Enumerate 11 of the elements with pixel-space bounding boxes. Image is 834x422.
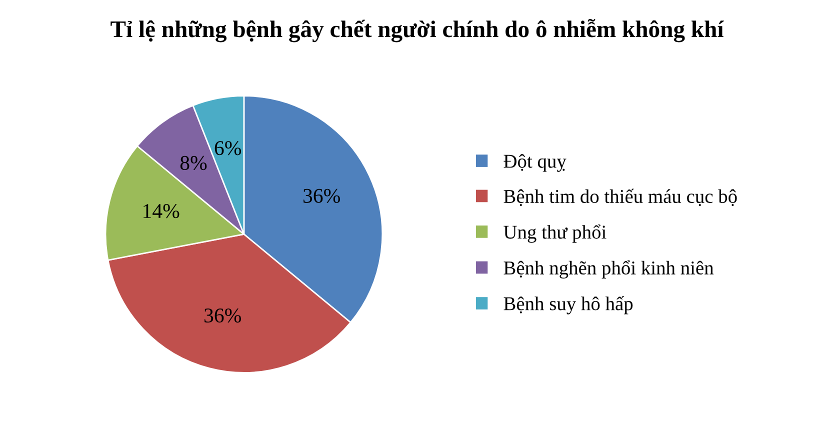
legend-label: Đột quỵ (504, 154, 566, 172)
legend-label: Bệnh tim do thiếu máu cục bộ (504, 188, 737, 206)
data-label: 14% (144, 204, 180, 218)
data-label: 8% (180, 156, 207, 170)
legend-label: Ung thư phổi (504, 224, 606, 243)
data-label: 36% (204, 308, 241, 323)
chart-title: Tỉ lệ những bệnh gây chết người chính do ô nhiễm không khí (110, 18, 724, 42)
data-label: 6% (214, 141, 242, 156)
data-label: 36% (304, 188, 340, 203)
legend-label: Bệnh suy hô hấp (504, 296, 633, 314)
legend-label: Bệnh nghẽn phổi kinh niên (504, 260, 714, 279)
